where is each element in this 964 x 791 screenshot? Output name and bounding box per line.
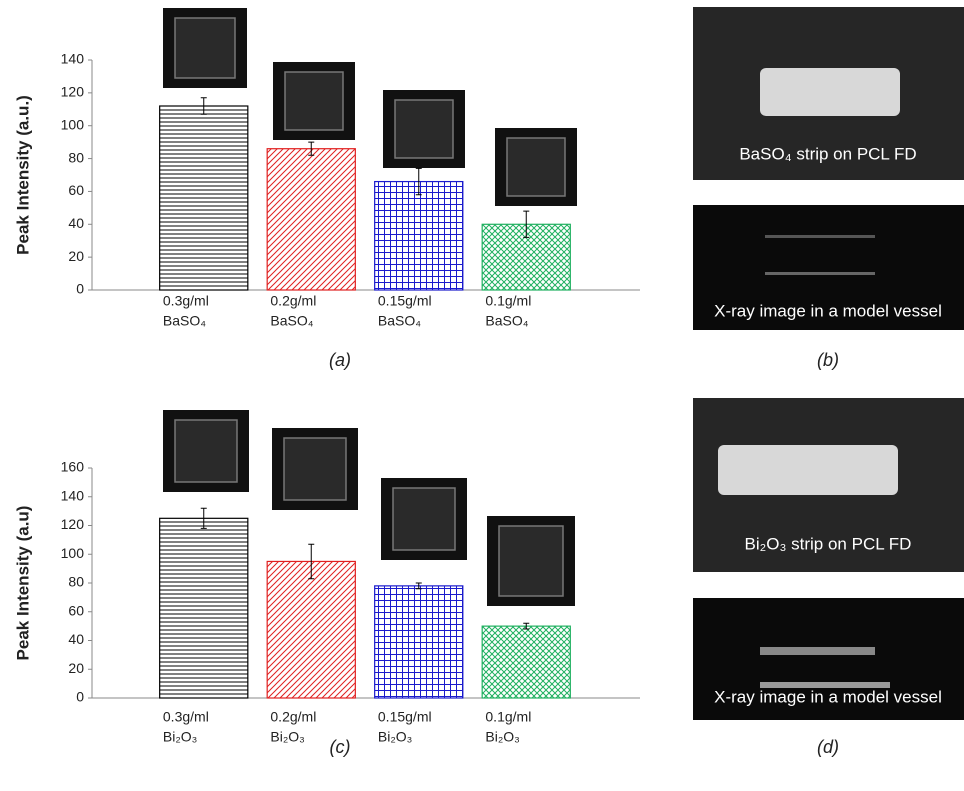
- xray-trace: [760, 647, 875, 655]
- bar: [267, 149, 355, 290]
- x-tick-label: 0.15g/ml: [378, 709, 432, 725]
- x-tick-label: 0.2g/ml: [270, 709, 316, 725]
- y-tick-label: 80: [68, 149, 84, 165]
- x-tick-label: 0.2g/ml: [270, 293, 316, 309]
- panel-label: (b): [817, 350, 839, 370]
- y-tick-label: 40: [68, 215, 84, 231]
- panel-label: (a): [329, 350, 351, 370]
- y-axis-title: Peak Intensity (a.u): [13, 506, 32, 661]
- y-tick-label: 140: [61, 51, 85, 67]
- x-tick-sublabel: Bi₂O₃: [485, 729, 519, 745]
- y-tick-label: 120: [61, 84, 85, 100]
- y-tick-label: 120: [61, 516, 85, 532]
- photo-strip: [718, 445, 898, 495]
- thumbnail-sample: [284, 438, 346, 500]
- y-tick-label: 80: [68, 574, 84, 590]
- thumbnail-sample: [175, 18, 235, 78]
- thumbnail-sample: [395, 100, 453, 158]
- y-tick-label: 0: [76, 281, 84, 297]
- x-tick-sublabel: Bi₂O₃: [270, 729, 304, 745]
- y-axis-title: Peak Intensity (a.u.): [13, 95, 32, 255]
- x-tick-sublabel: BaSO₄: [163, 313, 206, 329]
- bar: [160, 106, 248, 290]
- panel-label: (d): [817, 737, 839, 757]
- photo-caption: BaSO₄ strip on PCL FD: [739, 144, 916, 163]
- x-tick-label: 0.15g/ml: [378, 293, 432, 309]
- bar: [482, 626, 570, 698]
- photo-strip: [760, 68, 900, 116]
- y-tick-label: 60: [68, 602, 84, 618]
- thumbnail-sample: [175, 420, 237, 482]
- photo-caption: X-ray image in a model vessel: [714, 301, 942, 320]
- photo-caption: Bi₂O₃ strip on PCL FD: [745, 534, 912, 553]
- y-tick-label: 20: [68, 660, 84, 676]
- y-tick-label: 20: [68, 248, 84, 264]
- y-tick-label: 60: [68, 182, 84, 198]
- x-tick-label: 0.1g/ml: [485, 293, 531, 309]
- xray-trace: [765, 272, 875, 275]
- thumbnail-sample: [507, 138, 565, 196]
- x-tick-sublabel: BaSO₄: [485, 313, 528, 329]
- x-tick-sublabel: Bi₂O₃: [378, 729, 412, 745]
- y-tick-label: 160: [61, 459, 85, 475]
- x-tick-label: 0.3g/ml: [163, 293, 209, 309]
- thumbnail-sample: [393, 488, 455, 550]
- x-tick-sublabel: BaSO₄: [378, 313, 421, 329]
- x-tick-label: 0.3g/ml: [163, 709, 209, 725]
- x-tick-label: 0.1g/ml: [485, 709, 531, 725]
- x-tick-sublabel: Bi₂O₃: [163, 729, 197, 745]
- bar: [267, 561, 355, 698]
- xray-trace: [765, 235, 875, 238]
- thumbnail-sample: [285, 72, 343, 130]
- thumbnail-sample: [499, 526, 563, 596]
- y-tick-label: 140: [61, 487, 85, 503]
- y-tick-label: 100: [61, 545, 85, 561]
- photo-caption: X-ray image in a model vessel: [714, 687, 942, 706]
- bar: [375, 586, 463, 698]
- bar: [375, 182, 463, 290]
- bar: [160, 518, 248, 698]
- x-tick-sublabel: BaSO₄: [270, 313, 313, 329]
- y-tick-label: 0: [76, 689, 84, 705]
- panel-label: (c): [330, 737, 351, 757]
- y-tick-label: 100: [61, 116, 85, 132]
- y-tick-label: 40: [68, 631, 84, 647]
- figure: BaSO₄ strip on PCL FD X-ray image in a m…: [0, 0, 964, 791]
